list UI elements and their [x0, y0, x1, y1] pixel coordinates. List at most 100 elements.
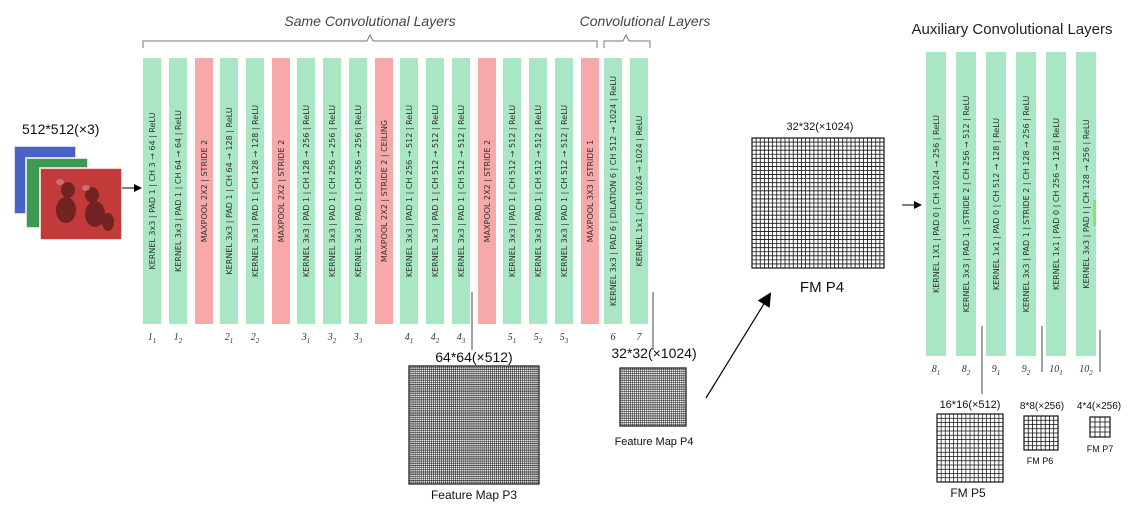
- layer-text-12: KERNEL 3x3 | PAD 1 | CH 512 → 512 | ReLU: [431, 105, 440, 277]
- layer-conv-9: KERNEL 3x3 | PAD 1 | CH 256 → 256 | ReLU: [349, 58, 367, 324]
- layer-bar-7: [297, 58, 315, 324]
- fm-p5-gridlines: [937, 414, 1003, 482]
- layer-bar-20: [630, 58, 648, 324]
- layer-conv-11: KERNEL 3x3 | PAD 1 | CH 256 → 512 | ReLU: [400, 58, 418, 324]
- aux-layer-index-3: 91: [992, 364, 1001, 377]
- layer-index-7: 31: [301, 332, 311, 345]
- layer-text-5: KERNEL 3x3 | PAD 1 | CH 128 → 128 | ReLU: [251, 105, 260, 277]
- layer-index-9: 33: [353, 332, 363, 345]
- fm-p6-dims: 8*8(×256): [1020, 401, 1064, 412]
- feature-map-p5: [936, 413, 1004, 483]
- same-conv-title: Same Convolutional Layers: [284, 13, 455, 29]
- layer-text-9: KERNEL 3x3 | PAD 1 | CH 256 → 256 | ReLU: [354, 105, 363, 277]
- layer-index-15: 51: [508, 332, 517, 345]
- layer-bar-19: [604, 58, 622, 324]
- layer-pool-18: MAXPOOL 3X3 | STRIDE 1: [581, 58, 599, 324]
- layer-bar-10: [375, 58, 393, 324]
- fm-p4-big-caption: FM P4: [800, 279, 844, 296]
- layer-text-14: MAXPOOL 2X2 | STRIDE 2: [483, 140, 492, 242]
- fm-p5-caption: FM P5: [950, 486, 986, 500]
- fm-p5-dims: 16*16(×512): [940, 399, 1001, 411]
- layer-bar-3: [195, 58, 213, 324]
- aux-layer-conv-6: KERNEL 3x3 | PAD I | CH 128 → 256 | ReLU: [1076, 52, 1096, 356]
- layer-index-1: 11: [148, 332, 157, 345]
- aux-layer-bar-6: [1076, 52, 1096, 356]
- aux-layers: KERNEL 1X1 | PAD 0 | CH 1024 → 256 | ReL…: [926, 52, 1096, 356]
- layer-index-20: 7: [637, 332, 643, 343]
- p4-to-fm-arrow: [705, 292, 772, 399]
- aux-layer-text-3: KERNEL 1x1 | PAD 0 | CH 512 → 128 | ReLU: [992, 118, 1001, 290]
- layer-bar-13: [452, 58, 470, 324]
- layer-bar-15: [503, 58, 521, 324]
- layer-text-2: KERNEL 3x3 | PAD 1 | CH 64 → 64 | ReLU: [174, 110, 183, 272]
- fm-p3-gridlines: [409, 366, 539, 484]
- aux-layer-index-4: 92: [1022, 364, 1031, 377]
- aux-layer-index-2: 82: [962, 364, 971, 377]
- input-size-label: 512*512(×3): [22, 121, 99, 137]
- layer-text-4: KERNEL 3x3 | PAD 1 | CH 64 → 128 | ReLU: [225, 107, 234, 274]
- aux-layer-bar-5: [1046, 52, 1066, 356]
- layer-bar-2: [169, 58, 187, 324]
- layer-conv-2: KERNEL 3x3 | PAD 1 | CH 64 → 64 | ReLU: [169, 58, 187, 324]
- layer-index-17: 53: [560, 332, 569, 345]
- layer-index-4: 21: [225, 332, 234, 345]
- layer-bar-9: [349, 58, 367, 324]
- layer-bar-11: [400, 58, 418, 324]
- layer-text-13: KERNEL 3x3 | PAD 1 | CH 512 → 512 | ReLU: [457, 105, 466, 277]
- aux-layer-text-6: KERNEL 3x3 | PAD I | CH 128 → 256 | ReLU: [1082, 119, 1091, 289]
- aux-layer-conv-5: KERNEL 1x1 | PAD 0 | CH 256 → 128 | ReLU: [1046, 52, 1066, 356]
- layer-conv-4: KERNEL 3x3 | PAD 1 | CH 64 → 128 | ReLU: [220, 58, 238, 324]
- layer-index-19: 6: [611, 332, 616, 343]
- layer-pool-14: MAXPOOL 2X2 | STRIDE 2: [478, 58, 496, 324]
- aux-layer-bar-2: [956, 52, 976, 356]
- layer-index-8: 32: [327, 332, 337, 345]
- layer-bar-16: [529, 58, 547, 324]
- layer-pool-10: MAXPOOL 2X2 | STRIDE 2 | CEILING: [375, 58, 393, 324]
- aux-layer-text-4: KERNEL 3x3 | PAD 1 | STRIDE 2 | CH 128 →…: [1022, 95, 1031, 312]
- layer-bar-14: [478, 58, 496, 324]
- layer-index-16: 52: [534, 332, 543, 345]
- layer-pool-3: MAXPOOL 2X2 | STRIDE 2: [195, 58, 213, 324]
- aux-layer-conv-4: KERNEL 3x3 | PAD 1 | STRIDE 2 | CH 128 →…: [1016, 52, 1036, 356]
- layer-bar-1: [143, 58, 161, 324]
- layer-pool-6: MAXPOOL 2X2 | STRIDE 2: [272, 58, 290, 324]
- conv-title: Convolutional Layers: [580, 13, 711, 29]
- layer-text-10: MAXPOOL 2X2 | STRIDE 2 | CEILING: [380, 120, 389, 262]
- dog-photo-icon: [56, 182, 114, 231]
- aux-layer-bar-4: [1016, 52, 1036, 356]
- layer-text-6: MAXPOOL 2X2 | STRIDE 2: [277, 140, 286, 242]
- layer-bar-12: [426, 58, 444, 324]
- aux-layer-index-5: 101: [1049, 364, 1063, 377]
- layer-bar-8: [323, 58, 341, 324]
- layer-text-18: MAXPOOL 3X3 | STRIDE 1: [586, 140, 595, 242]
- fm-p4-gridlines: [620, 368, 686, 426]
- layer-text-15: KERNEL 3x3 | PAD 1 | CH 512 → 512 | ReLU: [508, 105, 517, 277]
- fm-p7-caption: FM P7: [1087, 444, 1114, 454]
- aux-layer-conv-2: KERNEL 3x3 | PAD 1 | STRIDE 2 | CH 256 →…: [956, 52, 976, 356]
- layer-bar-17: [555, 58, 573, 324]
- layer-text-20: KERNEL 1x1 | CH 1024 → 1024 | ReLU: [635, 115, 644, 266]
- base-layers: KERNEL 3x3 | PAD 1 | CH 3 → 64 | ReLU KER…: [143, 58, 648, 324]
- layer-conv-20: KERNEL 1x1 | CH 1024 → 1024 | ReLU: [630, 58, 648, 324]
- feature-map-p7: [1089, 416, 1111, 438]
- layer-text-19: KERNEL 3x3 | PAD 6 | DILATION 6 | CH 512…: [609, 76, 618, 306]
- layer-conv-1: KERNEL 3x3 | PAD 1 | CH 3 → 64 | ReLU: [143, 58, 161, 324]
- layer-conv-17: KERNEL 3x3 | PAD 1 | CH 512 → 512 | ReLU: [555, 58, 573, 324]
- aux-layer-bar-3: [986, 52, 1006, 356]
- layer-text-7: KERNEL 3x3 | PAD 1 | CH 128 → 256 | ReLU: [302, 105, 311, 277]
- layer-bar-4: [220, 58, 238, 324]
- aux-highlight-mark: [1093, 200, 1096, 226]
- fm-p6-caption: FM P6: [1027, 456, 1054, 466]
- layer-conv-15: KERNEL 3x3 | PAD 1 | CH 512 → 512 | ReLU: [503, 58, 521, 324]
- layer-conv-19: KERNEL 3x3 | PAD 6 | DILATION 6 | CH 512…: [604, 58, 622, 324]
- conv-brace: [603, 33, 651, 48]
- layer-index-12: 42: [431, 332, 440, 345]
- layer-indices: 11 12 21 22 31 32 33 41 42 43 51 52 53 6 781 82 91 92 101 1…: [148, 332, 1094, 377]
- aux-layer-text-2: KERNEL 3x3 | PAD 1 | STRIDE 2 | CH 256 →…: [962, 95, 971, 312]
- layer-text-16: KERNEL 3x3 | PAD 1 | CH 512 → 512 | ReLU: [534, 105, 543, 277]
- fm-p3-dims: 64*64(×512): [435, 349, 512, 365]
- fm-p4-caption: Feature Map P4: [615, 436, 694, 448]
- layer-bar-6: [272, 58, 290, 324]
- layer-index-5: 22: [251, 332, 260, 345]
